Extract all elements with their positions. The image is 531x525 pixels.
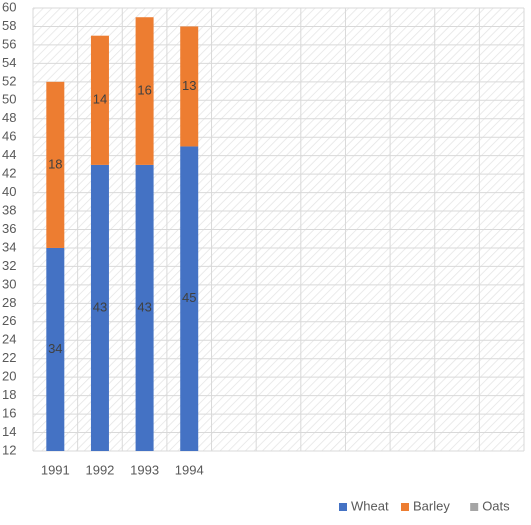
bar-segment <box>46 247 65 451</box>
y-tick-label: 52 <box>2 73 16 88</box>
y-tick-label: 50 <box>2 92 16 107</box>
y-tick-label: 20 <box>2 369 16 384</box>
y-tick-label: 38 <box>2 202 16 217</box>
y-tick-label: 44 <box>2 147 16 162</box>
data-label: 13 <box>182 78 196 93</box>
y-tick-label: 58 <box>2 18 16 33</box>
x-tick-label: 1993 <box>130 462 159 477</box>
bar-segment <box>180 146 199 451</box>
y-tick-label: 32 <box>2 258 16 273</box>
y-tick-label: 48 <box>2 110 16 125</box>
data-label: 43 <box>93 299 107 314</box>
bar-segment <box>90 35 109 165</box>
bar-segment <box>90 164 109 452</box>
y-tick-label: 40 <box>2 184 16 199</box>
legend-label: Wheat <box>351 498 389 513</box>
legend-label: Oats <box>482 498 510 513</box>
y-tick-label: 56 <box>2 36 16 51</box>
legend-label: Barley <box>413 498 450 513</box>
data-label: 18 <box>48 156 62 171</box>
bar-segment <box>46 81 65 248</box>
data-label: 34 <box>48 341 62 356</box>
y-tick-label: 46 <box>2 129 16 144</box>
y-tick-label: 30 <box>2 276 16 291</box>
y-tick-label: 22 <box>2 350 16 365</box>
data-label: 14 <box>93 92 107 107</box>
bar-segment <box>135 17 154 165</box>
y-tick-label: 18 <box>2 387 16 402</box>
bar-segment <box>135 164 154 452</box>
y-tick-label: 12 <box>2 442 16 457</box>
legend-swatch <box>339 503 347 511</box>
y-tick-label: 14 <box>2 424 16 439</box>
x-tick-label: 1991 <box>41 462 70 477</box>
y-tick-label: 60 <box>2 0 16 14</box>
y-tick-label: 54 <box>2 55 16 70</box>
legend-swatch <box>401 503 409 511</box>
y-tick-label: 42 <box>2 166 16 181</box>
y-tick-label: 26 <box>2 313 16 328</box>
y-tick-label: 16 <box>2 406 16 421</box>
data-label: 45 <box>182 290 196 305</box>
y-tick-label: 36 <box>2 221 16 236</box>
data-label: 16 <box>137 83 151 98</box>
x-tick-label: 1994 <box>175 462 204 477</box>
y-tick-label: 24 <box>2 332 16 347</box>
y-tick-label: 34 <box>2 239 16 254</box>
bar-segment <box>180 26 199 147</box>
legend-swatch <box>470 503 479 511</box>
x-tick-label: 1992 <box>85 462 114 477</box>
data-label: 43 <box>137 299 151 314</box>
y-tick-label: 28 <box>2 295 16 310</box>
